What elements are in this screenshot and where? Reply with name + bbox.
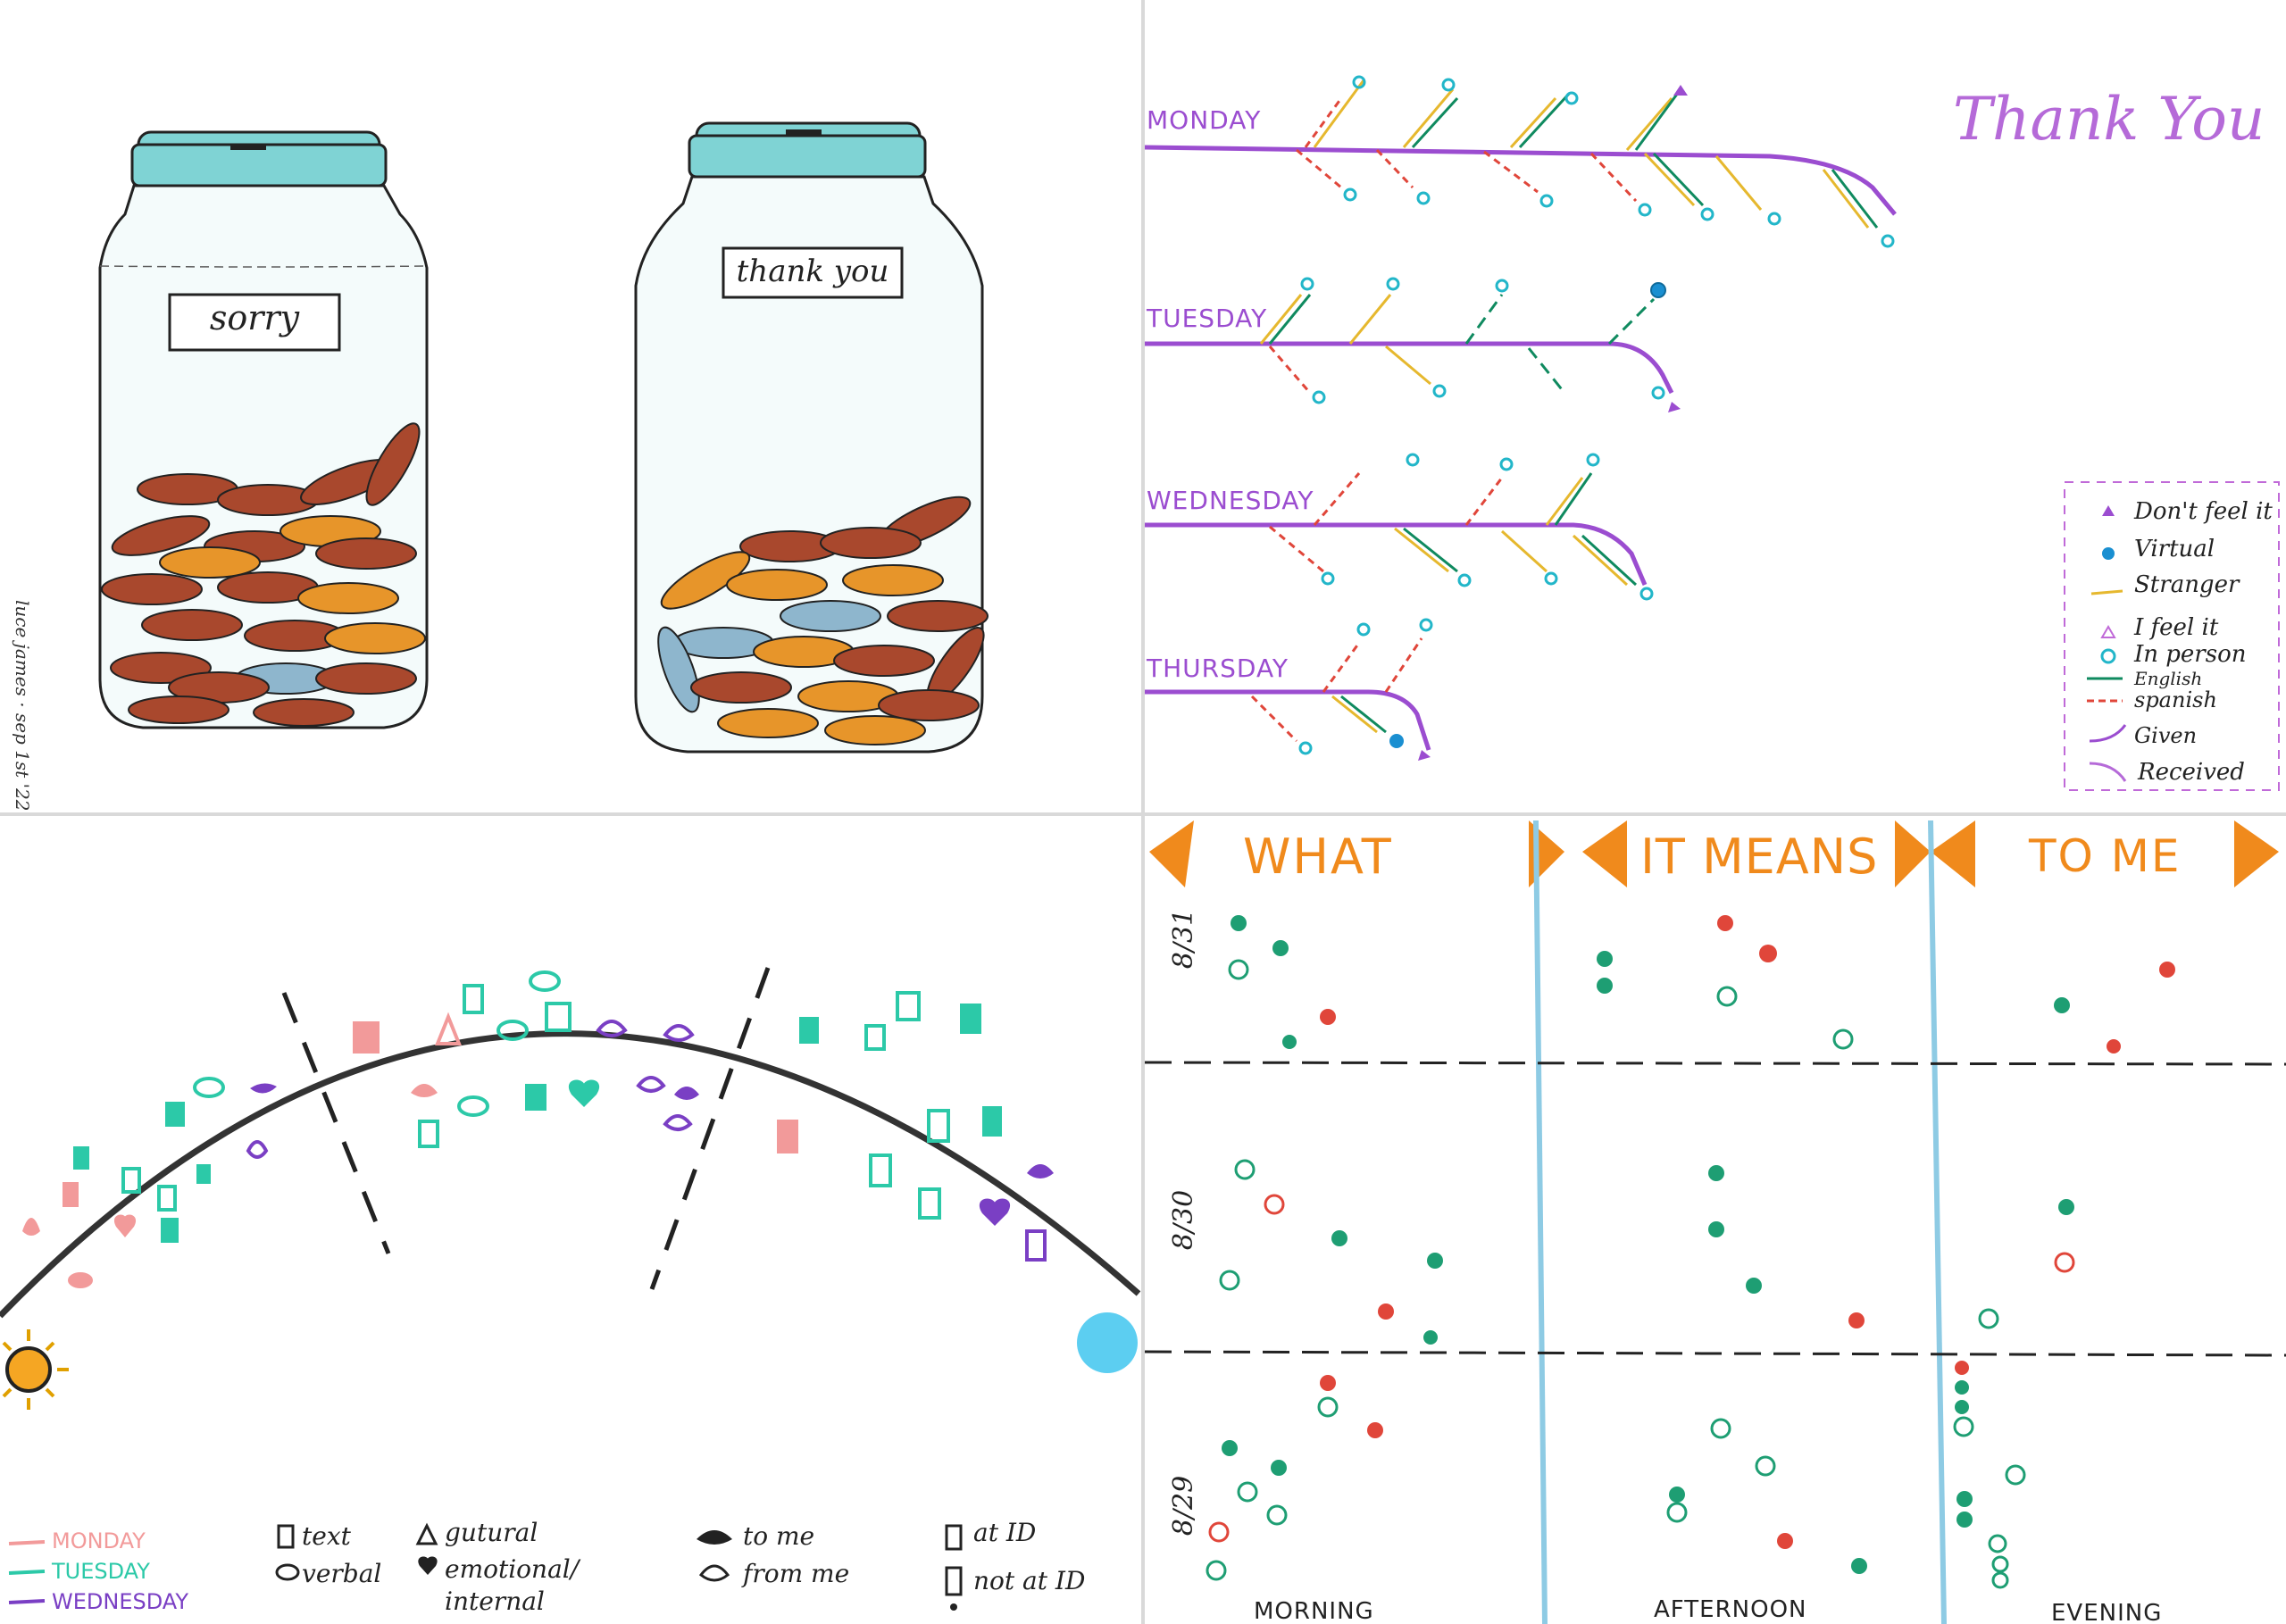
tuesday-spine [1145, 277, 1681, 412]
legend-not-at-id: not at ID [973, 1566, 1086, 1595]
oval-icon [275, 1563, 300, 1581]
day-label-tuesday: TUESDAY [1147, 304, 1268, 333]
rect-icon [277, 1524, 295, 1549]
moon-icon [1077, 1312, 1138, 1373]
day-label-thursday: THURSDAY [1147, 654, 1289, 683]
time-afternoon: AFTERNOON [1654, 1596, 1807, 1623]
signature: luce james · sep 1st '22 [12, 600, 33, 812]
day-arc-panel: MONDAY TUESDAY WEDNESDAY text gutural to… [0, 816, 1141, 1624]
heart-icon [418, 1556, 438, 1575]
legend-given: Given [2134, 723, 2198, 748]
thursday-spine [1145, 618, 1433, 761]
fishbone-chart [1145, 75, 2280, 791]
rect-icon [945, 1524, 963, 1551]
legend-spanish: spanish [2134, 687, 2217, 712]
legend-verbal: verbal [302, 1559, 382, 1588]
panel-divider-vertical [1141, 0, 1145, 1624]
filled-drop-icon [697, 1530, 732, 1545]
thankyou-fishbone-panel: MONDAY TUESDAY WEDNESDAY THURSDAY Thank … [1145, 0, 2286, 812]
panel-divider-horizontal [0, 812, 2286, 816]
hollow-drop-icon [698, 1564, 730, 1582]
legend-text: text [302, 1521, 351, 1551]
day-arc-line [0, 1030, 1141, 1319]
legend-stranger: Stranger [2134, 571, 2240, 598]
legend-received: Received [2138, 759, 2245, 786]
fishbone-legend [2064, 481, 2280, 791]
divider-evening [1928, 820, 1947, 1624]
jars-panel: sorry thank you luce james · sep 1st '22 [0, 0, 1141, 812]
wednesday-spine [1145, 453, 1654, 601]
legend-wednesday: WEDNESDAY [52, 1589, 188, 1614]
legend-english: English [2134, 668, 2203, 689]
title-it-means: IT MEANS [1640, 829, 1879, 885]
legend-from-me: from me [743, 1559, 850, 1588]
day-label-monday: MONDAY [1147, 105, 1262, 135]
arc-legend-lines [8, 1540, 46, 1604]
thankyou-coins [657, 496, 989, 745]
time-evening: EVENING [2051, 1600, 2163, 1624]
time-morning: MORNING [1254, 1598, 1374, 1624]
day-arc-chart [0, 967, 1141, 1611]
legend-in-person: In person [2134, 641, 2247, 668]
legend-monday: MONDAY [52, 1528, 146, 1553]
thankyou-label: thank you [736, 254, 889, 289]
sorry-label: sorry [209, 298, 300, 337]
divider-afternoon [1533, 820, 1548, 1624]
legend-i-feel-it: I feel it [2134, 614, 2219, 641]
divider-8-29 [1145, 1350, 2286, 1357]
chart-title: Thank You [1953, 85, 2265, 154]
sorry-coins [101, 422, 426, 727]
legend-at-id: at ID [973, 1518, 1037, 1547]
legend-virtual: Virtual [2134, 536, 2215, 562]
legend-emotional: emotional/ internal [445, 1554, 580, 1616]
monday-spine [1145, 75, 1897, 248]
legend-gutural: gutural [445, 1518, 538, 1547]
time-grid-chart [1145, 820, 2286, 1624]
date-8-31: 8/31 [1168, 908, 1200, 970]
sun-icon [2, 1329, 69, 1410]
what-it-means-panel: WHAT IT MEANS TO ME 8/31 8/30 8/29 MORNI… [1145, 816, 2286, 1624]
divider-morning [281, 992, 391, 1254]
legend-to-me: to me [743, 1521, 815, 1551]
arc-marks [22, 970, 1054, 1288]
divider-evening [649, 967, 771, 1290]
sorry-label-tag [168, 293, 341, 352]
divider-8-30 [1145, 1061, 2286, 1066]
thankyou-label-tag [722, 246, 904, 299]
triangle-icon [415, 1522, 438, 1545]
title-to-me: TO ME [2029, 830, 2182, 882]
legend-tuesday: TUESDAY [52, 1559, 150, 1584]
day-label-wednesday: WEDNESDAY [1147, 486, 1314, 515]
date-8-29: 8/29 [1168, 1475, 1200, 1537]
arc-legend-icons [275, 1522, 963, 1611]
legend-dont-feel-it: Don't feel it [2134, 498, 2273, 525]
title-what: WHAT [1243, 829, 1393, 885]
date-8-30: 8/30 [1168, 1189, 1200, 1251]
grid-dots [1206, 915, 2175, 1589]
exclaim-rect-icon [945, 1566, 963, 1596]
